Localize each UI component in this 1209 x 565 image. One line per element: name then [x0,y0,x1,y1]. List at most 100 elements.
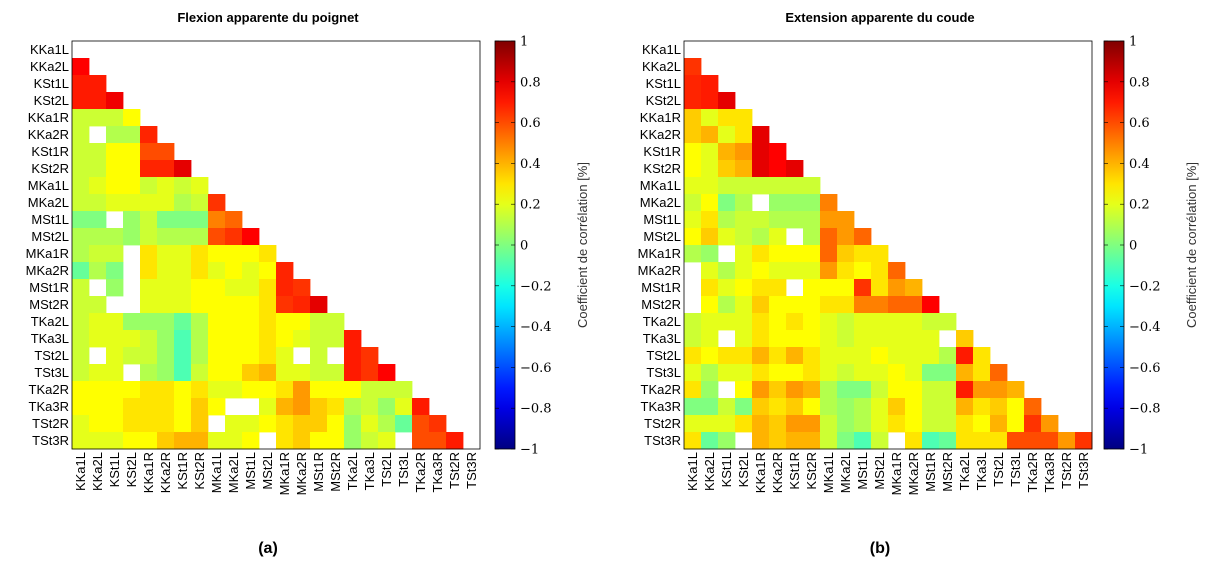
heatmap-cell [191,211,209,229]
heatmap-cell [259,313,277,331]
heatmap-cell [820,228,838,246]
y-tick-label: TSt2R [32,416,69,431]
heatmap-cell [191,347,209,365]
heatmap-cell [276,415,294,433]
heatmap-cell [837,262,855,280]
heatmap-cell [769,211,787,229]
heatmap-cell [718,177,736,195]
heatmap-cell [72,279,90,297]
heatmap-cell [837,347,855,365]
heatmap-cell [956,381,974,399]
heatmap-cell [395,398,413,416]
heatmap-cell [208,211,226,229]
y-tick-label: KKa1L [30,42,69,57]
x-tick-label: MSt1R [923,452,938,492]
heatmap-cell [106,381,124,399]
heatmap-cell [157,347,175,365]
heatmap-cell [701,228,719,246]
heatmap-cell [769,143,787,161]
y-tick-label: TSt2R [644,416,681,431]
heatmap-cell [123,313,141,331]
heatmap-cell [803,415,821,433]
y-tick-label: KKa2R [28,127,69,142]
heatmap-cell [140,262,158,280]
heatmap-cell [888,364,906,382]
heatmap-cell [378,381,396,399]
heatmap-cell [208,364,226,382]
heatmap-cell [735,279,753,297]
heatmap-cell [310,330,328,348]
heatmap-cell [140,313,158,331]
heatmap-cell [72,109,90,127]
heatmap-cell [769,160,787,178]
y-tick-label: KSt1L [34,76,69,91]
heatmap-cell [837,296,855,314]
heatmap-cell [106,262,124,280]
y-tick-label: MKa2L [28,195,69,210]
y-tick-label: MSt2L [31,229,69,244]
heatmap-cell [769,228,787,246]
heatmap-cell [259,262,277,280]
y-tick-label: KKa1R [640,110,681,125]
heatmap-cell [701,330,719,348]
heatmap-cell [718,143,736,161]
heatmap-cell [752,415,770,433]
heatmap-cell [361,381,379,399]
heatmap-cell [718,296,736,314]
heatmap-cell [208,296,226,314]
y-tick-label: MKa2R [26,263,69,278]
heatmap-cell [752,279,770,297]
heatmap-cell [106,347,124,365]
x-tick-label: TKa3L [362,452,377,490]
heatmap-cell [956,398,974,416]
chart-title: Flexion apparente du poignet [177,10,359,25]
heatmap-cell [684,228,702,246]
heatmap-cell [752,228,770,246]
y-tick-label: MSt2R [641,297,681,312]
x-tick-label: MKa1R [889,452,904,495]
y-tick-label: KKa1R [28,110,69,125]
heatmap-cell [786,245,804,263]
heatmap-cell [684,245,702,263]
heatmap-cell [191,313,209,331]
heatmap-cell [157,143,175,161]
heatmap-cell [803,262,821,280]
x-tick-label: KSt2R [192,452,207,490]
heatmap-cell [820,313,838,331]
heatmap-cell [854,296,872,314]
heatmap-cell [89,92,107,110]
heatmap-cell [735,262,753,280]
heatmap-cell [735,347,753,365]
heatmap-cell [854,313,872,331]
heatmap-cell [888,330,906,348]
heatmap-cell [106,432,124,450]
x-tick-label: TSt2L [379,452,394,487]
heatmap-cell [718,228,736,246]
heatmap-cell [684,415,702,433]
heatmap-cell [786,432,804,450]
heatmap-cell [820,415,838,433]
heatmap-cell [106,415,124,433]
x-tick-label: KKa1R [753,452,768,493]
heatmap-cell [225,415,243,433]
heatmap-cell [1007,381,1025,399]
heatmap-cell [174,194,192,212]
heatmap-cell [973,432,991,450]
heatmap-cell [225,313,243,331]
heatmap-cell [735,245,753,263]
heatmap-cell [89,296,107,314]
heatmap-cell [820,211,838,229]
heatmap-cell [701,381,719,399]
y-tick-label: TKa3R [641,399,681,414]
heatmap-cell [242,364,260,382]
heatmap-cell [701,177,719,195]
heatmap-cell [140,177,158,195]
heatmap-cell [973,364,991,382]
colorbar-tick-label: 0.4 [520,157,541,172]
heatmap-cell [786,296,804,314]
heatmap-cell [89,262,107,280]
heatmap-cell [769,296,787,314]
y-tick-label: KKa2L [642,59,681,74]
x-tick-label: TSt3R [1076,452,1091,489]
heatmap-cell [157,381,175,399]
